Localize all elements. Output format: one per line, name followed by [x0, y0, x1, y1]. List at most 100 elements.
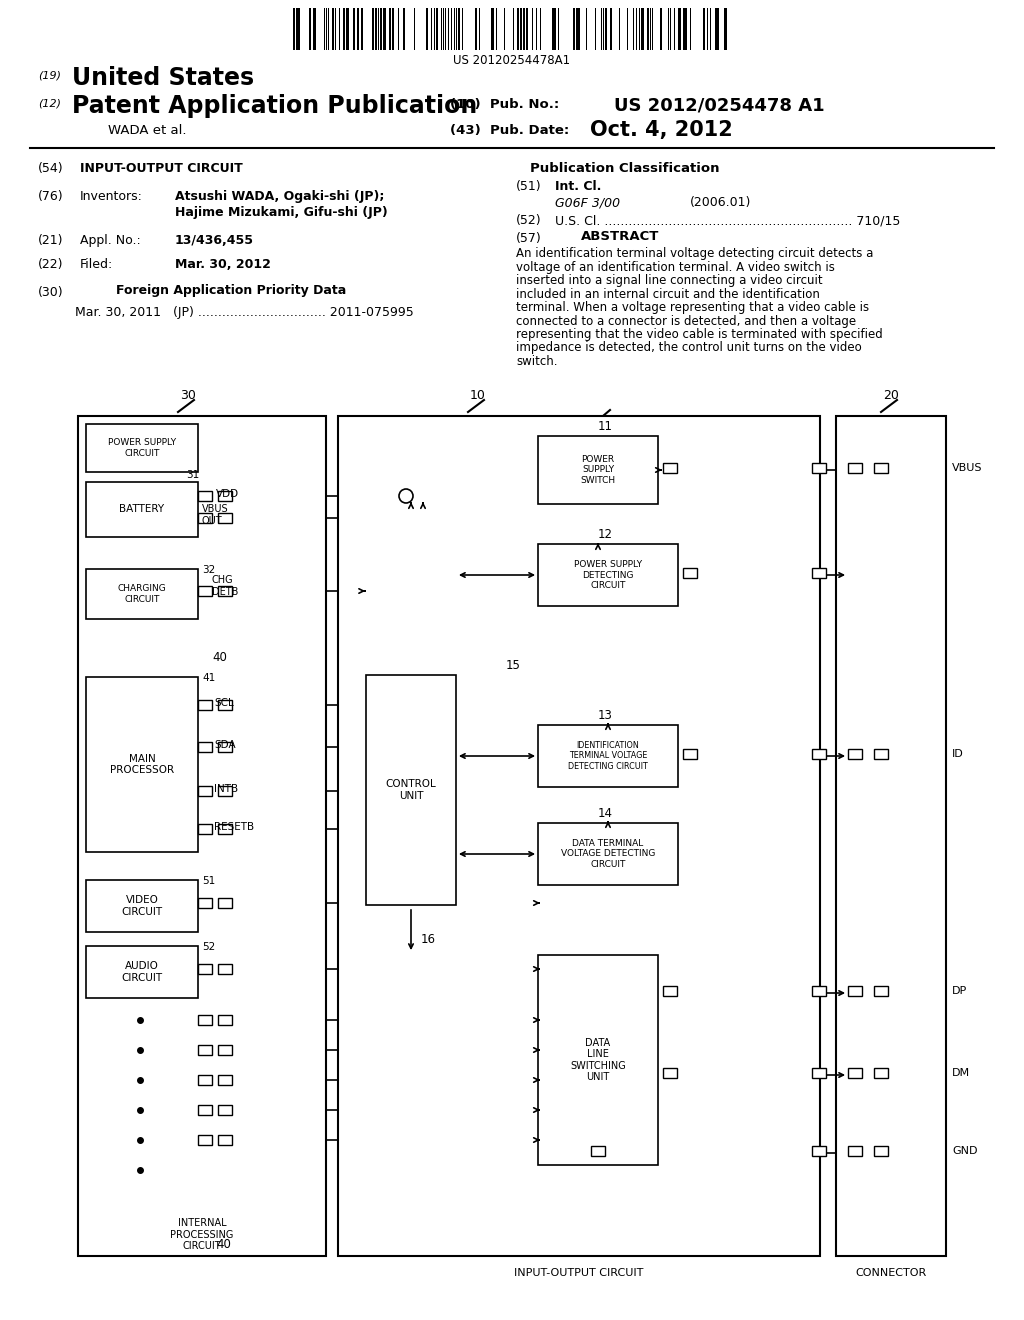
Bar [641, 8, 644, 50]
Bar [198, 742, 212, 752]
Bar [218, 964, 232, 974]
Bar [426, 8, 428, 50]
Text: 14: 14 [598, 807, 613, 820]
Text: INPUT-OUTPUT CIRCUIT: INPUT-OUTPUT CIRCUIT [80, 162, 243, 176]
Text: (12): (12) [38, 98, 61, 108]
Bar [538, 822, 678, 884]
Text: Publication Classification: Publication Classification [530, 162, 720, 176]
Text: 13/436,455: 13/436,455 [175, 234, 254, 247]
Text: 40: 40 [216, 1238, 230, 1251]
Bar [812, 1146, 826, 1156]
Text: US 20120254478A1: US 20120254478A1 [454, 54, 570, 67]
Bar [383, 8, 386, 50]
Text: POWER
SUPPLY
SWITCH: POWER SUPPLY SWITCH [581, 455, 615, 484]
Bar [86, 482, 198, 537]
Bar [380, 8, 382, 50]
Bar [198, 1045, 212, 1055]
Bar [198, 1135, 212, 1144]
Bar [526, 8, 528, 50]
Bar [538, 954, 658, 1166]
Bar [517, 8, 519, 50]
Bar [436, 8, 438, 50]
Bar [357, 8, 359, 50]
Text: CONNECTOR: CONNECTOR [855, 1269, 927, 1278]
Bar [874, 748, 888, 759]
Bar [198, 1015, 212, 1026]
Text: POWER SUPPLY
CIRCUIT: POWER SUPPLY CIRCUIT [108, 438, 176, 458]
Text: impedance is detected, the control unit turns on the video: impedance is detected, the control unit … [516, 342, 862, 355]
Bar [343, 8, 345, 50]
Text: included in an internal circuit and the identification: included in an internal circuit and the … [516, 288, 820, 301]
Text: GND: GND [952, 1146, 978, 1156]
Text: (54): (54) [38, 162, 63, 176]
Bar [86, 946, 198, 998]
Text: (2006.01): (2006.01) [690, 195, 752, 209]
Text: (19): (19) [38, 70, 61, 81]
Text: DM: DM [952, 1068, 970, 1078]
Text: Mar. 30, 2012: Mar. 30, 2012 [175, 257, 271, 271]
Bar [218, 700, 232, 710]
Text: RESETB: RESETB [214, 822, 254, 832]
Bar [683, 8, 687, 50]
Bar [375, 8, 377, 50]
Text: Hajime Mizukami, Gifu-shi (JP): Hajime Mizukami, Gifu-shi (JP) [175, 206, 388, 219]
Text: BATTERY: BATTERY [120, 504, 165, 515]
Bar [392, 8, 394, 50]
Bar [538, 544, 678, 606]
Text: INPUT-OUTPUT CIRCUIT: INPUT-OUTPUT CIRCUIT [514, 1269, 644, 1278]
Bar [660, 8, 662, 50]
Text: 32: 32 [202, 565, 215, 576]
Text: Patent Application Publication: Patent Application Publication [72, 94, 477, 117]
Text: WADA et al.: WADA et al. [108, 124, 186, 137]
Text: 16: 16 [421, 933, 436, 946]
Bar [198, 586, 212, 597]
Bar [812, 568, 826, 578]
Text: (10)  Pub. No.:: (10) Pub. No.: [450, 98, 559, 111]
Bar [874, 1146, 888, 1156]
Text: representing that the video cable is terminated with specified: representing that the video cable is ter… [516, 327, 883, 341]
Text: connected to a connector is detected, and then a voltage: connected to a connector is detected, an… [516, 314, 856, 327]
Bar [218, 898, 232, 908]
Text: 10: 10 [470, 389, 486, 403]
Bar [366, 675, 456, 906]
Bar [575, 8, 580, 50]
Bar [538, 436, 658, 504]
Bar [353, 8, 355, 50]
Bar [523, 8, 525, 50]
Text: Appl. No.:: Appl. No.: [80, 234, 140, 247]
Text: United States: United States [72, 66, 254, 90]
Bar [218, 1074, 232, 1085]
Text: Oct. 4, 2012: Oct. 4, 2012 [590, 120, 733, 140]
Bar [313, 8, 316, 50]
Bar [490, 8, 494, 50]
Text: inserted into a signal line connecting a video circuit: inserted into a signal line connecting a… [516, 275, 822, 286]
Text: VIDEO
CIRCUIT: VIDEO CIRCUIT [122, 895, 163, 917]
Bar [836, 416, 946, 1257]
Text: An identification terminal voltage detecting circuit detects a: An identification terminal voltage detec… [516, 247, 873, 260]
Bar [86, 424, 198, 473]
Text: 15: 15 [506, 659, 521, 672]
Bar [218, 742, 232, 752]
Text: Int. Cl.: Int. Cl. [555, 180, 601, 193]
Bar [198, 824, 212, 834]
Text: SCL: SCL [214, 698, 233, 708]
Text: CHARGING
CIRCUIT: CHARGING CIRCUIT [118, 585, 166, 603]
Text: (43)  Pub. Date:: (43) Pub. Date: [450, 124, 569, 137]
Bar [520, 8, 522, 50]
Text: DATA TERMINAL
VOLTAGE DETECTING
CIRCUIT: DATA TERMINAL VOLTAGE DETECTING CIRCUIT [561, 840, 655, 869]
Bar [848, 986, 862, 997]
Bar [715, 8, 719, 50]
Circle shape [399, 488, 413, 503]
Bar [552, 8, 556, 50]
Text: POWER SUPPLY
DETECTING
CIRCUIT: POWER SUPPLY DETECTING CIRCUIT [573, 560, 642, 590]
Bar [198, 700, 212, 710]
Bar [874, 1068, 888, 1078]
Bar [683, 748, 697, 759]
Text: 30: 30 [180, 389, 196, 403]
Bar [198, 785, 212, 796]
Bar [678, 8, 681, 50]
Text: switch.: switch. [516, 355, 557, 368]
Text: (30): (30) [38, 286, 63, 300]
Text: (57): (57) [516, 232, 542, 246]
Text: INTERNAL
PROCESSING
CIRCUIT: INTERNAL PROCESSING CIRCUIT [170, 1218, 233, 1251]
